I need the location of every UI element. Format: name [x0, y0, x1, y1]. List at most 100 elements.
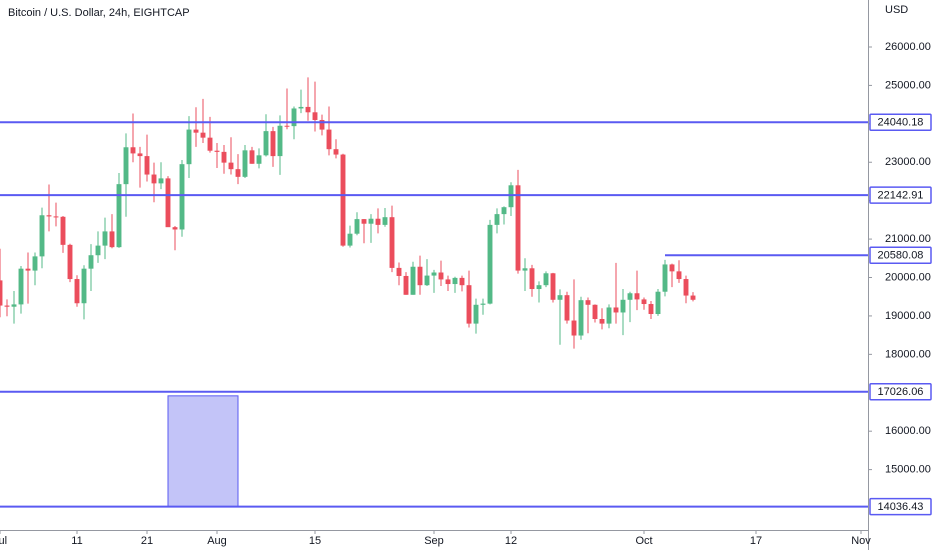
- candle-body: [354, 219, 360, 234]
- axes: 15000.00 16000.00 18000.00 19000.00 20000.00…: [0, 41, 932, 547]
- candle-body: [249, 150, 255, 164]
- candle-body: [25, 268, 31, 271]
- y-tick-label: 23000.00: [885, 156, 931, 168]
- candle-body: [109, 231, 115, 248]
- x-tick-label: Nov: [851, 535, 871, 547]
- candle-body: [172, 227, 178, 230]
- x-tick-label: 15: [309, 535, 321, 547]
- candle-body: [683, 279, 689, 296]
- candle-body: [88, 255, 94, 269]
- candle-body: [137, 153, 143, 157]
- candle-body: [333, 149, 339, 155]
- candle-body: [39, 215, 45, 257]
- candle-body: [403, 275, 409, 295]
- candle-body: [340, 154, 346, 246]
- level-label-box: [869, 186, 932, 204]
- candle-body: [81, 268, 87, 304]
- level-label-box: [869, 383, 932, 401]
- candle-body: [501, 207, 507, 215]
- candle-body: [221, 151, 227, 163]
- level-label: 20580.08: [878, 250, 924, 262]
- candle-body: [543, 273, 549, 286]
- x-tick-label: Oct: [635, 535, 652, 547]
- candle-body: [424, 275, 430, 286]
- level-label-box: [869, 497, 932, 516]
- candle-body: [242, 150, 248, 177]
- candle-body: [4, 305, 10, 307]
- candle-body: [270, 131, 276, 157]
- candle-body: [487, 224, 493, 304]
- candle-body: [445, 279, 451, 285]
- candle-body: [228, 162, 234, 170]
- candle-body: [361, 219, 367, 224]
- candle-body: [557, 295, 563, 300]
- level-label: 17026.06: [878, 386, 924, 398]
- candle-body: [256, 155, 262, 164]
- level-label: 14036.43: [878, 501, 924, 513]
- x-tick-label: Sep: [424, 535, 444, 547]
- candle-body: [32, 256, 38, 271]
- candle-body: [613, 307, 619, 313]
- candle-body: [193, 129, 199, 133]
- candle-body: [473, 304, 479, 324]
- candle-body: [459, 277, 465, 286]
- candle-body: [165, 178, 171, 228]
- candle-body: [60, 216, 66, 245]
- candle-body: [627, 293, 633, 300]
- candle-body: [676, 271, 682, 280]
- candle-body: [319, 119, 325, 130]
- candle-body: [74, 279, 80, 304]
- candle-body: [207, 137, 213, 151]
- x-tick-label: 17: [750, 535, 762, 547]
- level-label-box: [869, 113, 932, 132]
- candle-body: [95, 245, 101, 256]
- candle-body: [438, 272, 444, 280]
- candle-body: [515, 185, 521, 271]
- y-tick-label: 26000.00: [885, 41, 931, 53]
- candle-body: [494, 214, 500, 225]
- candle-body: [46, 215, 52, 217]
- y-tick-label: 18000.00: [885, 348, 931, 360]
- candle-body: [291, 108, 297, 127]
- candle-body: [123, 147, 129, 185]
- candle-body: [690, 295, 696, 300]
- level-label-box: [869, 246, 932, 264]
- candle-body: [592, 304, 598, 319]
- candle-body: [102, 231, 108, 246]
- plot-area: [0, 77, 868, 508]
- candle-body: [0, 280, 3, 306]
- x-tick-label: 12: [505, 535, 517, 547]
- candle-body: [179, 164, 185, 230]
- candle-body: [571, 320, 577, 336]
- candle-body: [312, 112, 318, 120]
- candle-body: [298, 106, 304, 109]
- candle-body: [620, 299, 626, 313]
- candle-body: [151, 174, 157, 184]
- candle-body: [200, 132, 206, 138]
- x-tick-label: 11: [71, 535, 82, 547]
- candle-body: [389, 217, 395, 268]
- candle-body: [284, 125, 290, 127]
- candle-body: [375, 218, 381, 225]
- candle-body: [508, 185, 514, 208]
- candle-body: [305, 106, 311, 113]
- candle-body: [186, 129, 192, 165]
- chart-title: Bitcoin / U.S. Dollar, 24h, EIGHTCAP: [8, 7, 190, 19]
- candle-body: [368, 218, 374, 224]
- candle-body: [599, 318, 605, 324]
- y-tick-label: 16000.00: [885, 425, 931, 437]
- candle-body: [347, 233, 353, 246]
- candle-body: [536, 285, 542, 290]
- candle-body: [417, 266, 423, 286]
- candle-body: [263, 131, 269, 156]
- candle-body: [116, 184, 122, 248]
- y-tick-label: 15000.00: [885, 464, 931, 476]
- candle-body: [529, 268, 535, 290]
- y-tick-label: 19000.00: [885, 310, 931, 322]
- candle-body: [53, 216, 59, 218]
- y-tick-label: 21000.00: [885, 233, 931, 245]
- candle-body: [550, 273, 556, 300]
